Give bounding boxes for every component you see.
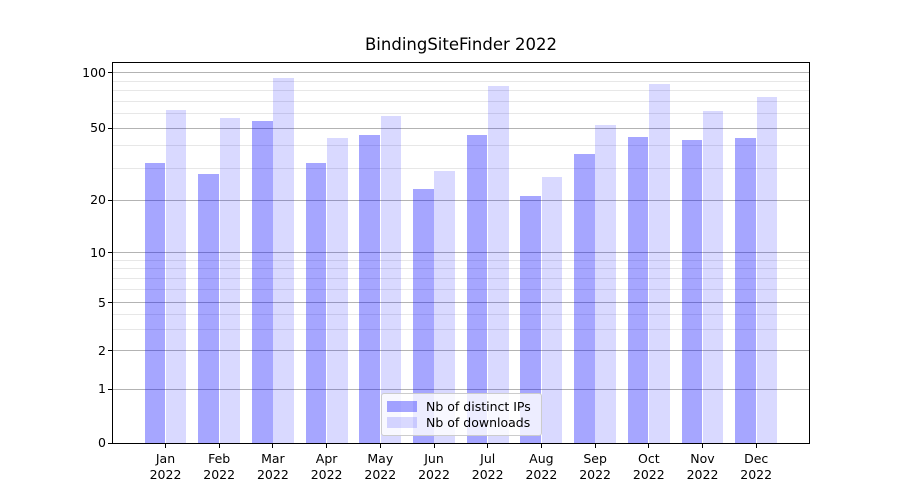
x-tick-mark-oct	[648, 444, 650, 448]
gridline-4	[113, 313, 809, 315]
bar-nov-distinct-ips	[681, 140, 703, 443]
x-tick-mark-nov	[702, 444, 703, 448]
gridline-1	[113, 388, 809, 390]
gridline-80	[113, 90, 809, 92]
legend-label-downloads: Nb of downloads	[426, 415, 531, 431]
gridline-90	[113, 80, 809, 82]
x-tick-label-feb: Feb 2022	[203, 451, 236, 482]
bar-sep-downloads	[595, 125, 617, 443]
x-tick-label-sep: Sep 2022	[579, 451, 611, 482]
gridline-40	[113, 145, 809, 147]
legend: Nb of distinct IPs Nb of downloads	[381, 393, 542, 436]
y-tick-label-50: 50	[90, 120, 106, 136]
gridline-7	[113, 277, 809, 279]
y-tick-label-20: 20	[90, 192, 106, 207]
gridline-100	[113, 72, 809, 74]
bar-oct-downloads	[649, 83, 670, 443]
x-tick-label-jan: Jan 2022	[149, 451, 182, 482]
bar-nov-downloads	[702, 111, 724, 443]
x-tick-label-oct: Oct 2022	[632, 451, 665, 482]
bar-sep-distinct-ips	[574, 154, 595, 443]
bar-may-distinct-ips	[359, 134, 380, 443]
gridline-3	[113, 328, 809, 330]
y-tick-mark-20	[108, 199, 112, 201]
bar-apr-distinct-ips	[305, 163, 327, 443]
gridline-8	[113, 268, 809, 270]
x-tick-mark-aug	[540, 444, 542, 448]
bar-mar-distinct-ips	[251, 120, 273, 443]
x-tick-label-mar: Mar 2022	[256, 451, 289, 482]
gridline-10	[113, 252, 809, 254]
bar-jun-downloads	[434, 170, 455, 443]
y-tick-mark-1	[108, 388, 112, 390]
y-tick-mark-5	[108, 302, 112, 304]
legend-label-distinct-ips: Nb of distinct IPs	[426, 398, 531, 414]
x-tick-label-may: May 2022	[364, 451, 397, 482]
y-tick-mark-2	[108, 350, 112, 352]
x-tick-mark-dec	[755, 444, 757, 448]
bar-jun-distinct-ips	[413, 189, 434, 443]
gridlines-layer	[113, 63, 809, 443]
bar-oct-distinct-ips	[627, 136, 649, 443]
y-tick-label-10: 10	[90, 244, 106, 260]
x-tick-mark-sep	[594, 444, 596, 448]
bar-feb-downloads	[219, 117, 241, 443]
bar-mar-downloads	[273, 77, 294, 443]
x-tick-label-dec: Dec 2022	[740, 451, 773, 482]
bar-dec-downloads	[756, 96, 778, 443]
bar-jul-distinct-ips	[466, 134, 488, 443]
legend-item-distinct-ips: Nb of distinct IPs	[387, 398, 535, 415]
x-tick-mark-feb	[218, 444, 220, 448]
gridline-60	[113, 113, 809, 115]
gridline-50	[113, 127, 809, 129]
x-tick-label-nov: Nov 2022	[686, 451, 719, 482]
legend-item-downloads: Nb of downloads	[387, 415, 535, 432]
bar-jan-distinct-ips	[144, 163, 166, 443]
bar-feb-distinct-ips	[198, 173, 219, 443]
x-tick-mark-mar	[272, 444, 274, 448]
chart-title: BindingSiteFinder 2022	[364, 35, 557, 54]
y-tick-mark-0	[108, 442, 112, 444]
x-tick-mark-apr	[326, 444, 328, 448]
y-tick-label-5: 5	[98, 294, 106, 310]
bars-layer	[113, 63, 809, 443]
x-tick-mark-jan	[165, 444, 166, 448]
y-tick-mark-10	[108, 252, 112, 254]
plot-area	[112, 62, 810, 444]
y-tick-mark-50	[108, 127, 112, 129]
gridline-6	[113, 289, 809, 291]
gridline-5	[113, 302, 809, 304]
y-tick-label-100: 100	[82, 64, 106, 80]
legend-swatch-downloads-icon	[387, 417, 417, 429]
y-tick-label-1: 1	[98, 381, 106, 397]
gridline-70	[113, 100, 809, 102]
y-tick-label-2: 2	[98, 342, 106, 358]
legend-swatch-distinct-ips-icon	[387, 400, 417, 412]
x-tick-mark-may	[379, 444, 381, 448]
x-tick-label-apr: Apr 2022	[310, 451, 343, 482]
y-tick-label-0: 0	[98, 435, 106, 450]
x-tick-mark-jun	[433, 444, 435, 448]
bar-jul-downloads	[488, 85, 509, 443]
bar-apr-downloads	[326, 138, 348, 443]
bar-aug-downloads	[541, 176, 563, 443]
gridline-30	[113, 167, 809, 169]
bar-may-downloads	[380, 116, 402, 443]
bar-aug-distinct-ips	[520, 196, 542, 443]
gridline-9	[113, 259, 809, 261]
x-tick-label-jun: Jun 2022	[418, 451, 450, 482]
x-tick-mark-jul	[487, 444, 489, 448]
gridline-20	[113, 199, 809, 201]
x-tick-label-jul: Jul 2022	[471, 451, 504, 482]
y-tick-mark-100	[108, 72, 112, 74]
bar-dec-distinct-ips	[735, 138, 756, 443]
bar-jan-downloads	[165, 109, 187, 443]
gridline-2	[113, 350, 809, 352]
x-tick-label-aug: Aug 2022	[525, 451, 558, 482]
